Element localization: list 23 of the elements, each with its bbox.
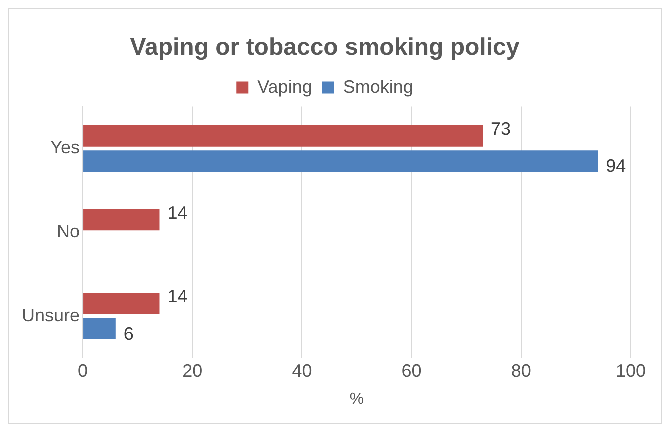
x-axis-title: % (350, 390, 364, 408)
data-label: 73 (491, 119, 512, 140)
data-label: 94 (606, 156, 626, 176)
bar (84, 125, 484, 147)
data-label: 14 (168, 286, 188, 307)
x-tick-label: 40 (292, 360, 312, 381)
x-tick-label: 80 (511, 360, 532, 381)
x-tick-label: 60 (402, 360, 422, 381)
y-tick-label: Unsure (22, 305, 80, 326)
x-tick-label: 20 (182, 360, 203, 381)
chart-title: Vaping or tobacco smoking policy (130, 34, 520, 62)
y-tick-label: Yes (50, 138, 80, 158)
y-tick-label: No (57, 221, 80, 242)
data-label: 6 (124, 324, 134, 344)
legend-label: Vaping (258, 76, 312, 97)
bar (84, 150, 598, 172)
data-label: 14 (168, 202, 188, 223)
legend-label: Smoking (343, 76, 414, 97)
bar (84, 318, 116, 340)
x-tick-label: 0 (78, 360, 88, 381)
x-tick-label: 100 (616, 360, 646, 381)
bar (84, 209, 160, 231)
bar (84, 293, 160, 314)
